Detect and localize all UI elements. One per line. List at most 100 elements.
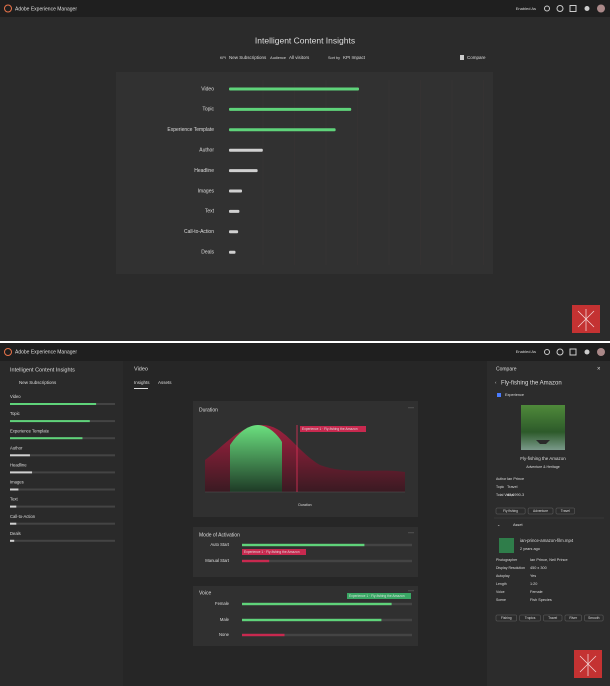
meta-label: Display Resolution	[496, 566, 525, 570]
experience-tag-text: Experience 1 · Fly-fishing the Amazon	[302, 427, 358, 431]
sidebar-item[interactable]: Video	[10, 394, 21, 399]
help-icon[interactable]	[556, 348, 564, 356]
compare-item: Fly-fishing the Amazon	[501, 381, 562, 387]
sidebar-item[interactable]: Topic	[10, 411, 20, 416]
filter-value[interactable]: All visitors	[289, 55, 310, 60]
apps-icon[interactable]	[569, 5, 577, 12]
close-button[interactable]: ×	[597, 367, 601, 373]
help-icon[interactable]	[556, 5, 564, 12]
tag[interactable]	[564, 614, 582, 622]
search-icon[interactable]	[544, 5, 550, 12]
divider	[0, 341, 610, 343]
tag[interactable]	[495, 507, 526, 515]
meta-label: Voice	[496, 590, 505, 594]
row-track	[242, 559, 412, 563]
sidebar-item[interactable]: Call-to-Action	[10, 514, 36, 519]
sidebar-item[interactable]: Images	[10, 480, 24, 485]
tag-text: River	[569, 616, 578, 620]
bell-icon[interactable]	[584, 6, 590, 11]
meta-value: Ian Prince	[507, 477, 524, 481]
app-logo	[4, 348, 12, 356]
meta-value: Female	[530, 590, 543, 594]
kpi-dropdown[interactable]: New Subscriptions	[19, 380, 57, 385]
bar	[229, 128, 336, 132]
row-label: None	[219, 632, 230, 637]
sidebar-item[interactable]: Deals	[10, 531, 21, 536]
meta-value: 42,6990-3	[507, 493, 524, 497]
meta-value: 1:20	[530, 582, 537, 586]
compare-button[interactable]: Compare	[467, 55, 486, 60]
meta-value: Fish Species	[530, 598, 552, 602]
bar	[229, 107, 352, 111]
compare-title: Compare	[496, 366, 517, 372]
card-title: Mode of Activation	[199, 532, 240, 538]
tag-text: Smooth	[588, 616, 600, 620]
meta-value: Yes	[530, 574, 536, 578]
tag[interactable]	[584, 614, 604, 622]
sidebar-bar	[10, 454, 30, 457]
tag-text: Fly fishing	[503, 509, 518, 513]
bell-icon[interactable]	[584, 349, 590, 355]
meta-value: Ian Prince, Neil Prince	[530, 558, 568, 562]
meta-label: Autoplay	[496, 574, 510, 578]
sidebar-bar	[10, 437, 83, 440]
section-label: Experience	[505, 393, 524, 397]
card-menu[interactable]: ···	[408, 531, 414, 537]
meta-label: Total Views	[496, 493, 514, 497]
filter-value[interactable]: KPI Impact	[343, 55, 366, 60]
bar-label: Author	[199, 148, 214, 154]
tab-underline	[134, 388, 148, 389]
bar	[229, 87, 359, 91]
tag-text: Fishing	[501, 616, 512, 620]
card-title: Duration	[199, 407, 218, 413]
collapse-chevron[interactable]: ⌄	[497, 522, 500, 527]
card-menu[interactable]: ···	[408, 406, 414, 412]
apps-icon[interactable]	[569, 348, 577, 356]
tag[interactable]	[519, 614, 541, 622]
tag-text: Tropics	[525, 616, 536, 620]
sidebar-item[interactable]: Author	[10, 445, 23, 450]
sidebar-item[interactable]: Text	[10, 497, 19, 502]
tag-text: Travel	[561, 509, 570, 513]
tag[interactable]	[543, 614, 563, 622]
asset-name: ian-prince-amazon-film.mp4	[520, 538, 574, 543]
bar	[229, 209, 240, 213]
sidebar-bar	[10, 420, 90, 423]
meta-value: Travel	[507, 485, 518, 489]
card-menu[interactable]: ···	[408, 589, 414, 595]
chart-panel	[116, 72, 493, 274]
tab[interactable]: Assets	[158, 380, 172, 385]
tag-text: Travel	[548, 616, 557, 620]
duration-highlight	[230, 425, 282, 492]
bar-label: Experience Template	[167, 127, 214, 133]
bar	[229, 169, 258, 173]
row-bar	[242, 559, 270, 563]
back-chevron[interactable]: ‹	[495, 380, 497, 385]
bar	[229, 189, 242, 193]
tag[interactable]	[495, 614, 517, 622]
sidebar-item[interactable]: Experience Template	[10, 428, 50, 433]
bar-label: Headline	[194, 168, 214, 174]
filter-value[interactable]: New Subscriptions	[229, 55, 267, 60]
bar-label: Text	[205, 209, 215, 215]
user-label: Enabled As	[516, 6, 536, 11]
tag[interactable]	[555, 507, 575, 515]
experience-caption: Fly-fishing the Amazon	[520, 456, 566, 461]
axis-label: Duration	[298, 503, 311, 507]
app-logo	[4, 4, 12, 13]
sidebar-track	[10, 471, 115, 474]
tag-text: Adventure	[533, 509, 548, 513]
avatar[interactable]	[597, 4, 605, 13]
tag[interactable]	[527, 507, 554, 515]
sidebar-track	[10, 488, 115, 491]
sidebar-item[interactable]: Headline	[10, 463, 27, 468]
row-label: Male	[220, 617, 230, 622]
avatar[interactable]	[597, 348, 605, 356]
tab[interactable]: Insights	[134, 380, 150, 385]
meta-label: Photographer	[496, 558, 518, 562]
bar-label: Call-to-Action	[184, 229, 214, 235]
filter-label: KPI	[220, 56, 226, 60]
experience-tag-text: Experience 1 · Fly-fishing the Amazon	[244, 550, 300, 554]
search-icon[interactable]	[544, 349, 550, 355]
